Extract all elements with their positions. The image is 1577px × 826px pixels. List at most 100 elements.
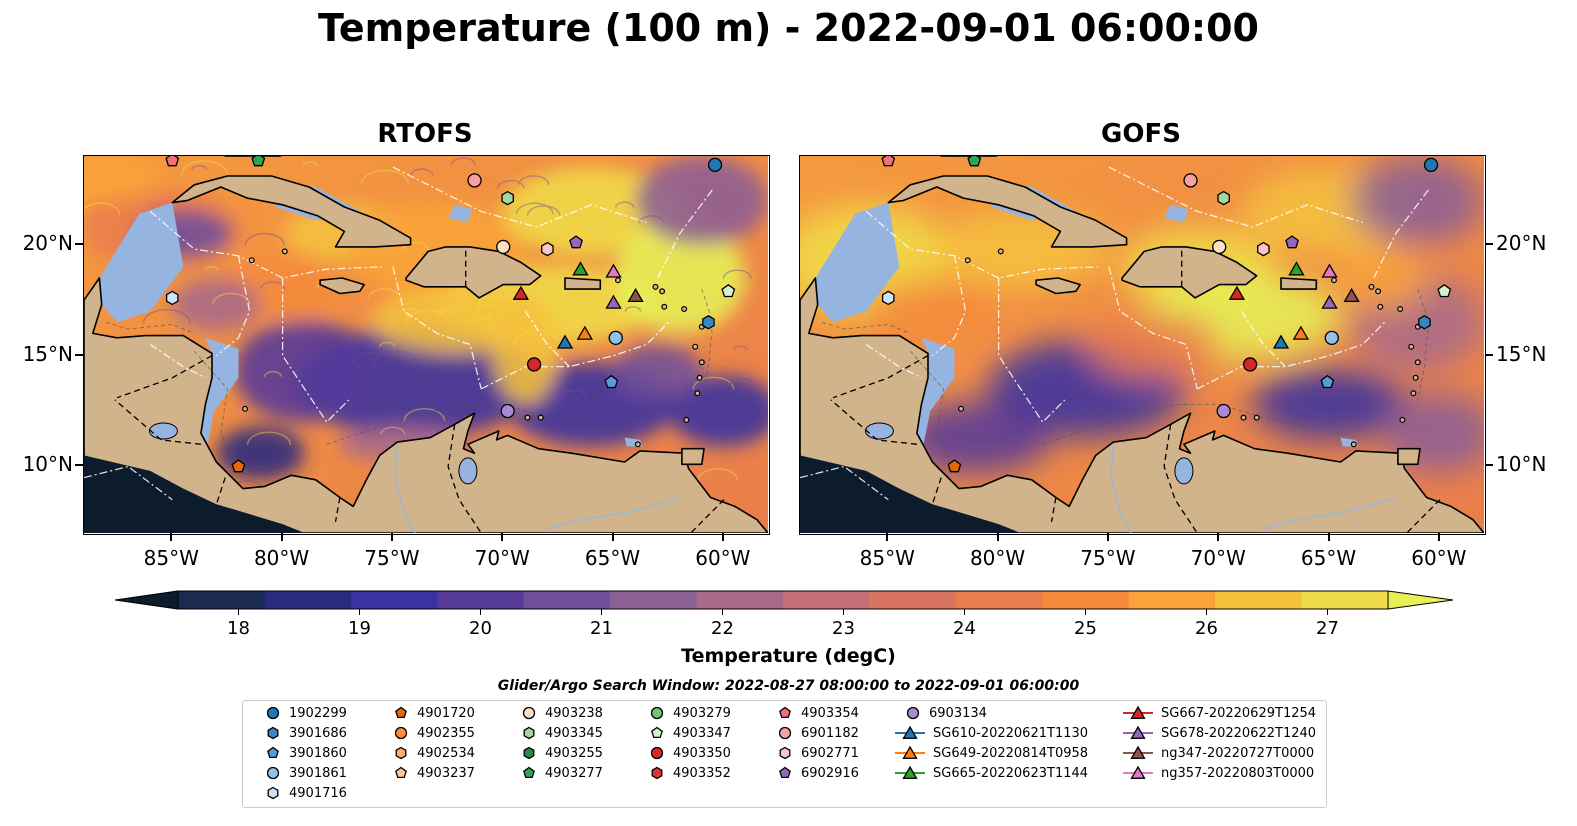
station-marker [947, 459, 962, 473]
legend-item: 4902355 [381, 723, 475, 743]
small-island [958, 405, 965, 412]
legend-item: 4901720 [381, 703, 475, 723]
station-marker [1437, 283, 1452, 298]
colorbar-tick-label: 27 [1316, 618, 1339, 639]
small-island [614, 277, 621, 284]
land-central [84, 277, 768, 533]
station-marker [1321, 263, 1338, 278]
rtofs-map-canvas [84, 156, 768, 533]
station-markers [881, 156, 1452, 473]
legend-label: 4902534 [417, 745, 475, 761]
lat-tick-label: 20°N [1496, 230, 1547, 255]
lon-tick-mark [611, 533, 614, 541]
station-marker [251, 156, 266, 167]
small-island [1399, 416, 1406, 423]
legend-item: SG649-20220814T0958 [893, 743, 1088, 763]
station-marker [576, 325, 594, 340]
colorbar-tick-label: 22 [711, 618, 734, 639]
small-island [1414, 359, 1421, 366]
legend-label: 4903255 [545, 745, 603, 761]
legend-item: 4903347 [637, 723, 731, 743]
legend: 1902299 3901686 3901860 3901861 4901716 49017… [242, 700, 1327, 808]
lat-tick-label: 20°N [22, 230, 73, 255]
colorbar-tick-mark [1085, 609, 1086, 615]
legend-marker [1123, 725, 1153, 739]
station-marker [1343, 287, 1360, 303]
station-marker [1292, 325, 1310, 340]
small-island [242, 405, 249, 412]
lake-nicaragua [148, 422, 178, 440]
legend-marker [779, 746, 791, 760]
legend-marker-shape [522, 706, 536, 720]
small-island [683, 416, 690, 423]
legend-marker-shape [779, 766, 791, 779]
station-marker [1217, 190, 1230, 206]
land-jamaica [319, 277, 366, 295]
legend-marker [1123, 765, 1153, 779]
colorbar-tick-mark [964, 609, 965, 615]
lon-tick-label: 75°W [364, 546, 420, 570]
legend-marker-shape [394, 726, 408, 740]
legend-label: SG667-20220629T1254 [1161, 705, 1317, 721]
rivers [1110, 444, 1396, 533]
small-island [537, 414, 544, 421]
land-jamaica [1035, 277, 1082, 295]
panel-title-gofs: GOFS [1101, 119, 1181, 149]
legend-label: SG649-20220814T0958 [933, 745, 1089, 761]
small-island [1377, 303, 1384, 310]
land-puertorico [564, 277, 602, 290]
lon-tick-label: 85°W [143, 546, 199, 570]
colorbar-tick-mark [722, 609, 723, 615]
rivers [394, 444, 680, 533]
legend-label: 4903354 [801, 705, 859, 721]
shallow-shelf [1164, 204, 1189, 223]
gofs-map [799, 155, 1486, 535]
colorbar-segment [869, 591, 957, 609]
legend-item: SG678-20220622T1240 [1121, 723, 1316, 743]
shallow-shelf [914, 337, 955, 445]
station-marker [604, 374, 619, 389]
legend-marker [267, 746, 279, 759]
legend-marker [779, 706, 791, 719]
legend-marker [895, 725, 925, 739]
station-marker [1418, 315, 1431, 330]
lon-tick-mark [390, 533, 393, 541]
legend-marker [1123, 745, 1153, 759]
station-marker [707, 157, 723, 173]
lat-tick-mark [75, 242, 83, 245]
legend-marker-shape [523, 746, 535, 760]
legend-label: 4903237 [417, 765, 475, 781]
station-marker [1423, 157, 1439, 173]
legend-label: 4903277 [545, 765, 603, 781]
small-island [1253, 414, 1260, 421]
lon-tick-label: 80°W [253, 546, 310, 570]
station-marker [1288, 261, 1305, 276]
lon-tick-mark [1106, 533, 1109, 541]
land-cuba [887, 175, 1128, 248]
colorbar-tick-mark [843, 609, 844, 615]
land-hispaniola [1121, 246, 1258, 299]
station-marker [1257, 241, 1270, 257]
legend-item: 4903354 [765, 703, 859, 723]
legend-marker [650, 746, 664, 760]
colorbar-tick-label: 23 [832, 618, 855, 639]
legend-marker-shape [523, 726, 535, 740]
legend-label: 3901860 [289, 745, 347, 761]
legend-marker-shape [395, 706, 407, 719]
small-island [1397, 306, 1404, 313]
gofs-map-canvas [800, 156, 1484, 533]
lake-maracaibo [458, 457, 478, 485]
legend-marker [523, 726, 535, 740]
legend-item: 4901716 [253, 783, 347, 803]
legend-marker [267, 726, 279, 740]
station-marker [881, 290, 895, 306]
legend-marker [650, 706, 664, 720]
legend-marker [651, 726, 663, 739]
colorbar-tick-mark [1327, 609, 1328, 615]
lat-tick-mark [1485, 464, 1493, 467]
station-marker [569, 235, 583, 249]
eez-boundaries [84, 166, 714, 501]
colorbar-min-extend [115, 590, 179, 610]
legend-item: 6903134 [893, 703, 987, 723]
small-island [681, 306, 688, 313]
